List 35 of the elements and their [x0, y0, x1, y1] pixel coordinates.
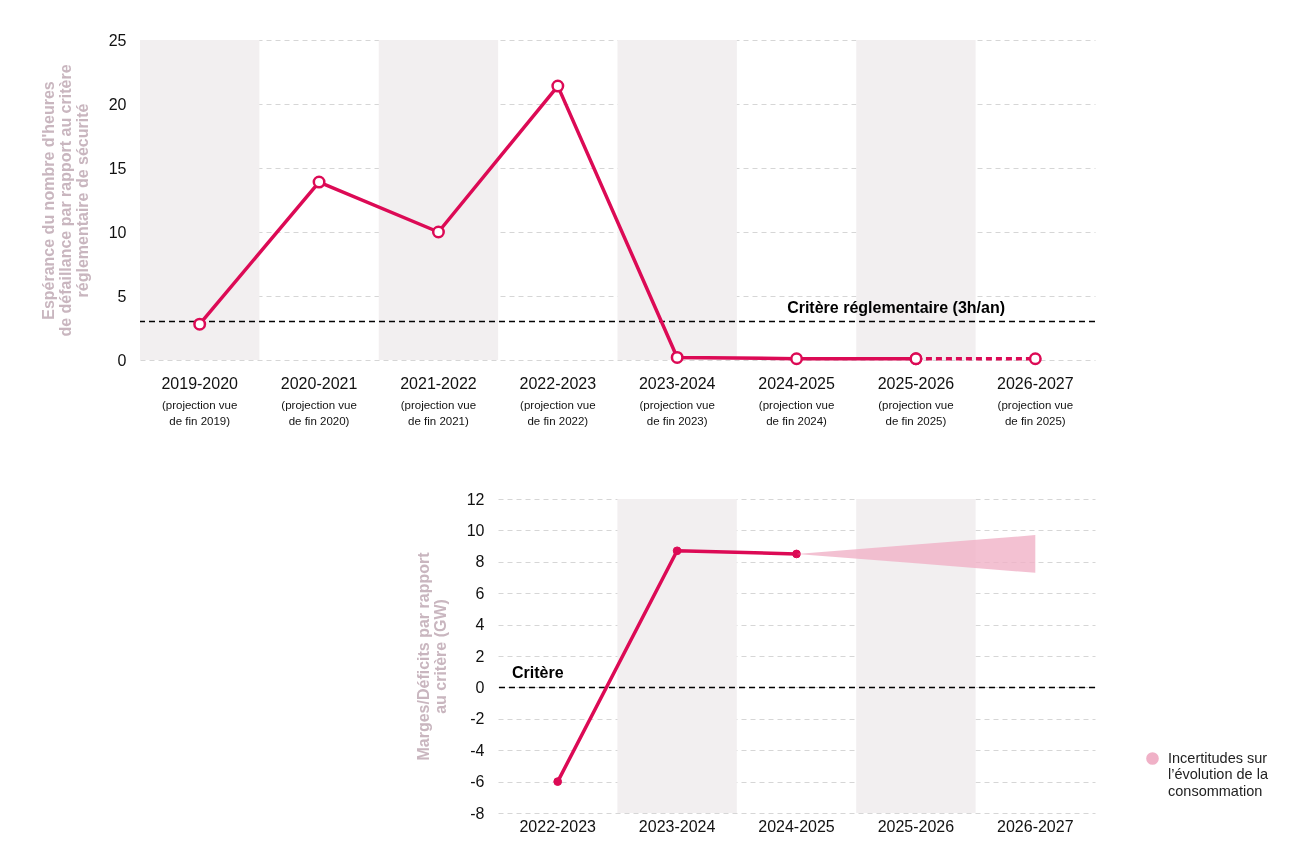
y-tick-label: -8 — [470, 804, 485, 822]
y-tick-label: 2 — [475, 647, 485, 665]
y-tick-label: 0 — [117, 351, 127, 369]
x-tick-label: 2022-2023 — [519, 818, 597, 835]
ref-line-label: Critère réglementaire (3h/an) — [787, 298, 1005, 316]
y-axis-title: Marges/Déficits par rapport au critère (GW) — [414, 551, 449, 761]
y-tick-label: 0 — [475, 678, 485, 696]
y-tick-label: 6 — [475, 584, 485, 602]
x-tick-label: 2025-2026 — [877, 818, 955, 835]
category-label: 2021-2022 (projection vue de fin 2021) — [400, 375, 477, 427]
y-tick-label: 10 — [108, 223, 127, 241]
ref-line-label: Critère — [512, 664, 564, 682]
y-tick-label: -4 — [470, 741, 485, 759]
y-tick-label: 4 — [475, 616, 485, 634]
x-tick-label: 2026-2027 — [997, 818, 1074, 835]
y-tick-label: -6 — [470, 773, 485, 791]
y-tick-label: 12 — [466, 490, 485, 508]
y-axis-title: Espérance du nombre d'heures de défaillance par rapport au critère réglementaire de sécurité — [39, 64, 91, 337]
y-tick-label: 20 — [108, 95, 127, 113]
category-label: 2019-2020 (projection vue de fin 2019) — [161, 375, 238, 427]
x-tick-label: 2023-2024 — [638, 818, 716, 835]
category-label: 2023-2024 (projection vue de fin 2023) — [638, 375, 716, 427]
legend-label: Incertitudes sur l’évolution de la consommation — [1168, 749, 1269, 799]
category-label: 2022-2023 (projection vue de fin 2022) — [519, 375, 597, 427]
x-tick-label: 2024-2025 — [758, 818, 835, 835]
category-label: 2020-2021 (projection vue de fin 2020) — [280, 375, 358, 427]
y-tick-label: 5 — [117, 287, 127, 305]
category-label: 2025-2026 (projection vue de fin 2025) — [877, 375, 955, 427]
y-tick-label: 15 — [108, 159, 127, 177]
y-tick-label: -2 — [470, 710, 485, 728]
y-tick-label: 25 — [108, 31, 127, 49]
category-label: 2026-2027 (projection vue de fin 2025) — [997, 375, 1074, 427]
y-tick-label: 8 — [475, 553, 485, 571]
y-tick-label: 10 — [466, 521, 485, 539]
category-label: 2024-2025 (projection vue de fin 2024) — [758, 375, 835, 427]
